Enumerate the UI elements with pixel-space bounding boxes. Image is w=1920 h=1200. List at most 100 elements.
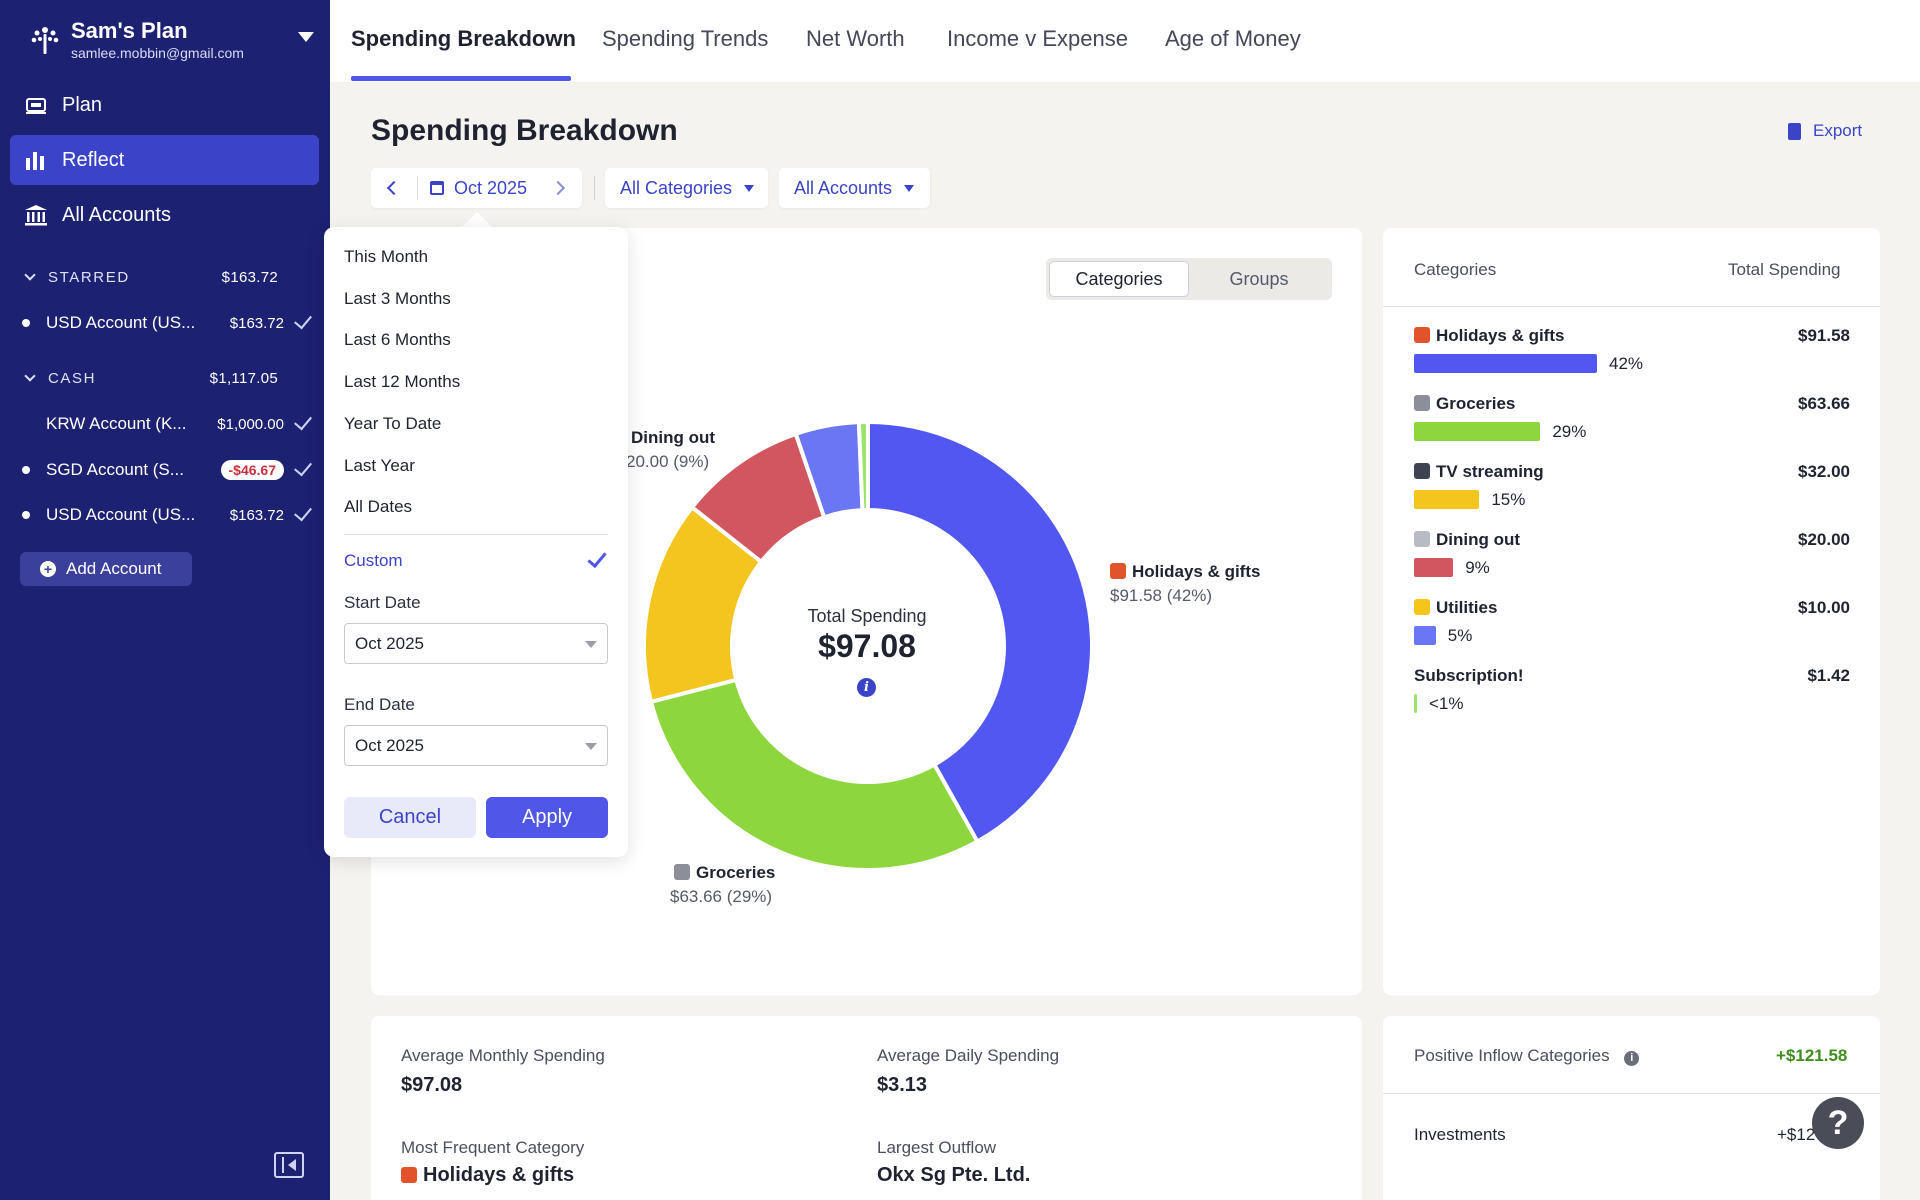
- donut-label-groceries: Groceries $63.66 (29%): [670, 863, 775, 907]
- date-preset-item[interactable]: Last 6 Months: [344, 330, 451, 350]
- group-label: CASH: [48, 369, 97, 387]
- account-filter[interactable]: All Accounts: [779, 168, 930, 208]
- account-row[interactable]: USD Account (US... $163.72: [22, 308, 312, 338]
- tab-net-worth[interactable]: Net Worth: [806, 26, 905, 51]
- label-value: $91.58 (42%): [1110, 586, 1213, 605]
- date-preset-item[interactable]: Last Year: [344, 455, 415, 475]
- inflow-row-name: Investments: [1414, 1125, 1506, 1144]
- check-icon: [294, 457, 312, 477]
- category-row[interactable]: Holidays & gifts $91.58 42%: [1414, 326, 1850, 386]
- category-row[interactable]: Groceries $63.66 29%: [1414, 394, 1850, 454]
- category-bar: [1414, 558, 1454, 577]
- date-preset-item[interactable]: Last 3 Months: [344, 288, 451, 308]
- category-name-text: TV streaming: [1436, 462, 1544, 481]
- export-button[interactable]: Export: [1788, 121, 1862, 141]
- category-bar: [1414, 694, 1417, 713]
- category-name: Groceries: [1414, 394, 1515, 414]
- help-button[interactable]: ?: [1812, 1097, 1864, 1149]
- group-starred[interactable]: STARRED $163.72: [22, 262, 312, 292]
- account-name: USD Account (US...: [46, 505, 196, 524]
- category-bar: [1414, 626, 1436, 645]
- category-amount: $10.00: [1798, 598, 1850, 617]
- donut-label-dining: Dining out 20.00 (9%): [626, 428, 715, 472]
- calendar-icon: [430, 181, 444, 195]
- inflow-card: [1383, 1016, 1880, 1200]
- cancel-button[interactable]: Cancel: [344, 797, 476, 838]
- account-row[interactable]: KRW Account (K... $1,000.00: [22, 409, 312, 439]
- nav-item-reflect[interactable]: Reflect: [10, 135, 319, 185]
- category-row[interactable]: TV streaming $32.00 15%: [1414, 462, 1850, 522]
- plan-email: samlee.mobbin@gmail.com: [71, 45, 244, 61]
- chevron-down-icon: [298, 32, 314, 42]
- chevron-left-icon[interactable]: [386, 180, 402, 196]
- caret-down-icon: [744, 184, 755, 192]
- bank-icon: [24, 203, 48, 227]
- account-row[interactable]: SGD Account (S... -$46.67: [22, 455, 312, 485]
- category-row[interactable]: Dining out $20.00 9%: [1414, 530, 1850, 590]
- date-preset-item[interactable]: This Month: [344, 247, 429, 266]
- date-preset-item[interactable]: All Dates: [344, 497, 413, 517]
- chevron-down-icon: [24, 370, 36, 382]
- date-preset-item[interactable]: Year To Date: [344, 413, 442, 433]
- plan-logo-icon: [31, 27, 59, 54]
- label-name: Holidays & gifts: [1132, 562, 1261, 581]
- add-account-button[interactable]: + Add Account: [20, 552, 192, 586]
- account-amount: $163.72: [229, 314, 284, 332]
- report-tabs: Spending Breakdown Spending Trends Net W…: [330, 0, 1920, 82]
- largest-outflow-label: Largest Outflow: [877, 1138, 997, 1157]
- account-status-dot: [22, 511, 30, 519]
- gift-icon: [401, 1167, 417, 1183]
- donut-slice[interactable]: [866, 419, 1094, 845]
- spending-donut-chart: [642, 419, 1094, 872]
- category-bar: [1414, 354, 1597, 373]
- account-row[interactable]: USD Account (US... $163.72: [22, 500, 312, 530]
- cart-icon: [674, 864, 690, 880]
- label-value: $63.66 (29%): [670, 887, 773, 906]
- divider: [417, 176, 418, 200]
- account-status-dot: [22, 466, 30, 474]
- collapse-sidebar-icon[interactable]: [274, 1152, 304, 1178]
- plan-name: Sam's Plan: [71, 18, 188, 43]
- end-date-select[interactable]: Oct 2025: [344, 725, 608, 766]
- info-icon[interactable]: i: [857, 678, 876, 697]
- avg-daily-label: Average Daily Spending: [877, 1046, 1060, 1065]
- avg-monthly-label: Average Monthly Spending: [401, 1046, 605, 1065]
- donut-slice[interactable]: [648, 677, 981, 872]
- check-icon: [294, 502, 312, 522]
- avg-monthly-value: $97.08: [401, 1074, 463, 1096]
- date-preset-item[interactable]: Last 12 Months: [344, 372, 461, 392]
- start-date-select[interactable]: Oct 2025: [344, 623, 608, 664]
- chevron-right-icon[interactable]: [550, 180, 566, 196]
- category-amount: $32.00: [1798, 462, 1850, 481]
- plan-switcher[interactable]: Sam's Plan samlee.mobbin@gmail.com: [28, 16, 314, 66]
- donut-slice[interactable]: [856, 419, 870, 513]
- toggle-categories[interactable]: Categories: [1049, 261, 1189, 297]
- category-amount: $91.58: [1798, 326, 1850, 345]
- nav-item-all-accounts[interactable]: All Accounts: [10, 190, 319, 240]
- apply-button[interactable]: Apply: [486, 797, 608, 838]
- tab-spending-breakdown[interactable]: Spending Breakdown: [351, 26, 576, 51]
- category-filter[interactable]: All Categories: [605, 168, 768, 208]
- category-percent: 15%: [1491, 490, 1526, 509]
- category-row[interactable]: Utilities $10.00 5%: [1414, 598, 1850, 658]
- date-filter-label[interactable]: Oct 2025: [454, 177, 528, 198]
- document-icon: [1788, 122, 1801, 140]
- group-cash[interactable]: CASH $1,117.05: [22, 363, 312, 393]
- info-icon[interactable]: i: [1624, 1051, 1640, 1066]
- popover-arrow: [461, 212, 493, 228]
- tab-spending-trends[interactable]: Spending Trends: [602, 26, 769, 51]
- most-frequent-label: Most Frequent Category: [401, 1138, 585, 1157]
- category-amount: $63.66: [1798, 394, 1850, 413]
- toggle-groups[interactable]: Groups: [1229, 268, 1289, 289]
- nav-item-plan[interactable]: Plan: [10, 80, 319, 130]
- tab-age-of-money[interactable]: Age of Money: [1165, 26, 1301, 51]
- category-row[interactable]: Subscription! $1.42 <1%: [1414, 666, 1850, 726]
- divider: [344, 534, 608, 535]
- preset-custom[interactable]: Custom: [344, 551, 403, 570]
- category-percent: 5%: [1447, 626, 1473, 645]
- label-name: Dining out: [631, 428, 716, 447]
- category-percent: 29%: [1552, 422, 1587, 441]
- gift-icon: [1110, 563, 1126, 579]
- account-amount: $1,000.00: [217, 415, 284, 433]
- tab-income-v-expense[interactable]: Income v Expense: [947, 26, 1128, 51]
